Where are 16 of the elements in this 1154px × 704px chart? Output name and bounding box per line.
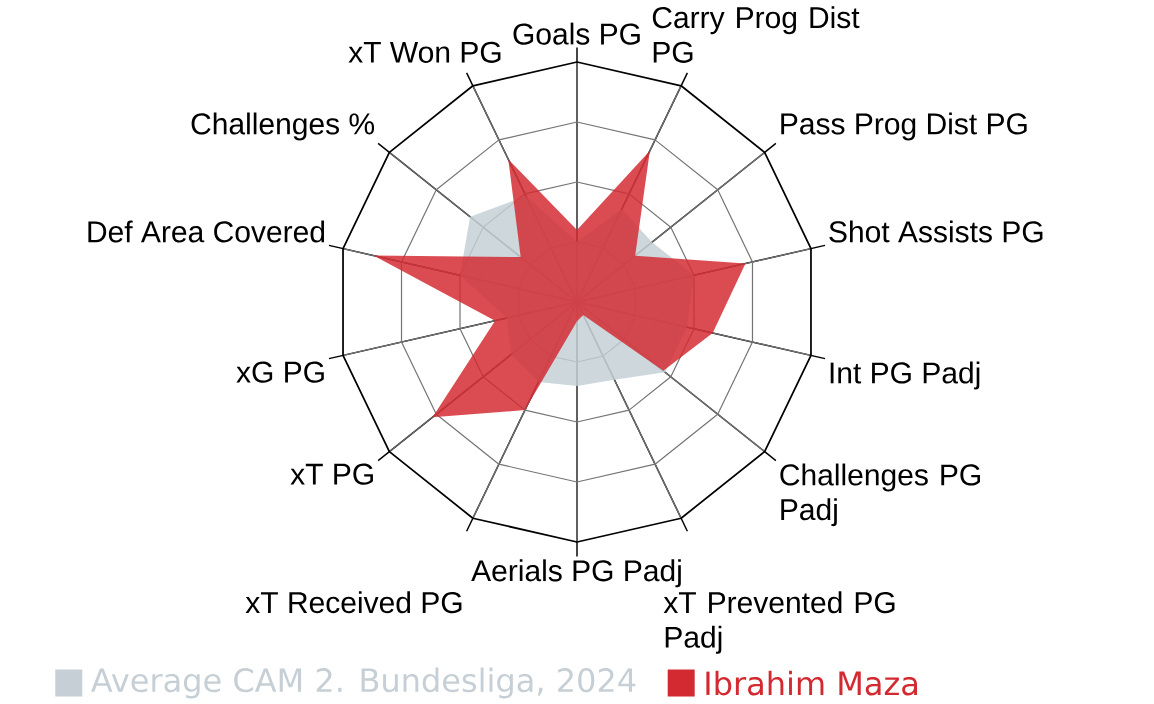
spoke-label: Aerials PG Padj: [471, 559, 681, 588]
spoke-label: xT Prevented PG Padj: [663, 591, 895, 654]
spoke-label: Shot Assists PG: [829, 220, 1043, 243]
spoke-label: xT Won PG: [348, 41, 501, 63]
spoke-label: xG PG: [236, 361, 324, 383]
spoke-label: Challenges %: [191, 112, 375, 141]
spoke-label: Int PG Padj: [830, 361, 980, 390]
spoke-label: Carry Prog Dist PG: [652, 6, 860, 63]
legend-label: Average CAM 2. Bundesliga, 2024: [91, 667, 636, 699]
spoke-label: Challenges PG Padj: [780, 463, 980, 527]
spoke-label: Pass Prog Dist PG: [781, 112, 1027, 141]
legend-label: Ibrahim Maza: [706, 670, 917, 696]
spoke-label: Def Area Covered: [88, 220, 325, 243]
spoke-label: xT Received PG: [245, 591, 462, 614]
spoke-label: Goals PG: [513, 22, 640, 45]
spoke-label: xT PG: [290, 463, 373, 485]
